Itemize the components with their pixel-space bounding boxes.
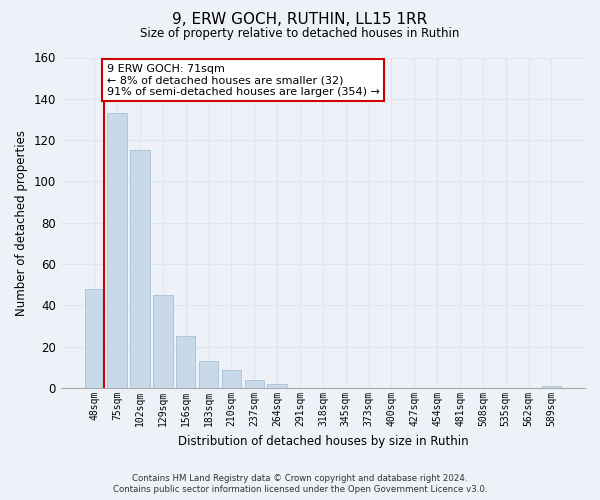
Text: 9 ERW GOCH: 71sqm
← 8% of detached houses are smaller (32)
91% of semi-detached : 9 ERW GOCH: 71sqm ← 8% of detached house…	[107, 64, 380, 97]
Y-axis label: Number of detached properties: Number of detached properties	[15, 130, 28, 316]
X-axis label: Distribution of detached houses by size in Ruthin: Distribution of detached houses by size …	[178, 434, 468, 448]
Text: Size of property relative to detached houses in Ruthin: Size of property relative to detached ho…	[140, 28, 460, 40]
Text: Contains HM Land Registry data © Crown copyright and database right 2024.
Contai: Contains HM Land Registry data © Crown c…	[113, 474, 487, 494]
Bar	[107, 114, 127, 388]
Bar	[542, 386, 561, 388]
Bar	[153, 295, 173, 388]
Bar	[268, 384, 287, 388]
Bar	[176, 336, 196, 388]
Text: 9, ERW GOCH, RUTHIN, LL15 1RR: 9, ERW GOCH, RUTHIN, LL15 1RR	[172, 12, 428, 28]
Bar	[130, 150, 150, 388]
Bar	[199, 362, 218, 388]
Bar	[245, 380, 264, 388]
Bar	[85, 289, 104, 388]
Bar	[222, 370, 241, 388]
